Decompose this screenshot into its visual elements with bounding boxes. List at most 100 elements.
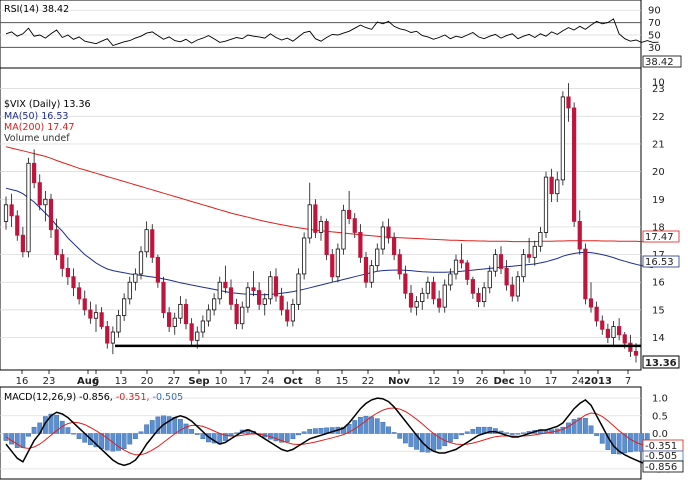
macd-hist-bar — [509, 433, 515, 435]
candle-body-up — [138, 251, 144, 275]
candle — [105, 320, 110, 349]
candle — [380, 221, 385, 255]
candle-body-up — [144, 229, 149, 253]
candle — [212, 293, 217, 316]
candle — [572, 102, 577, 227]
ma50-series — [5, 187, 653, 296]
candle — [538, 226, 543, 252]
candle — [15, 210, 20, 241]
candle — [138, 246, 144, 280]
ma200-badge-box — [642, 230, 680, 243]
candle — [577, 210, 582, 255]
candle — [133, 268, 138, 291]
candle-body-down — [71, 276, 76, 289]
candle — [127, 276, 132, 305]
candle-body-down — [510, 284, 515, 297]
macd-hist-bar — [177, 419, 183, 434]
candle — [476, 287, 481, 308]
candle-body-down — [347, 209, 352, 220]
candle — [397, 249, 402, 280]
macd-hist-bar — [144, 424, 150, 434]
x-tick-label: 27 — [168, 376, 181, 387]
candle — [566, 83, 571, 122]
candle-body-down — [572, 107, 577, 222]
macd-hist-bar — [374, 418, 380, 434]
macd-signal-badge-text: -0.351 — [645, 441, 677, 452]
candle — [116, 309, 121, 338]
candle — [150, 224, 155, 263]
candle-body-down — [527, 254, 532, 258]
x-tick-label: 17 — [239, 376, 252, 387]
x-tick-label: 15 — [336, 376, 349, 387]
candle-body-up — [116, 315, 121, 333]
candle — [9, 193, 14, 227]
macd-hist-bar — [397, 433, 403, 439]
x-tick-label: Dec — [493, 376, 514, 387]
macd-hist-bar — [301, 431, 307, 434]
candle — [549, 168, 554, 203]
candle — [324, 218, 329, 261]
candle — [172, 312, 177, 335]
macd-hist-bar — [571, 419, 577, 434]
candle-body-down — [498, 254, 504, 269]
candle — [245, 282, 250, 313]
candle-body-down — [352, 218, 357, 233]
macd-hist-badge: -0.505 — [642, 450, 684, 462]
candle-body-up — [375, 248, 380, 267]
candle-body-down — [88, 309, 93, 319]
candle — [206, 304, 211, 327]
macd-hist-bar — [622, 433, 628, 454]
candle-body-up — [341, 209, 346, 250]
macd-hist-bar — [599, 433, 605, 444]
price-legend: $VIX (Daily) 13.36 — [4, 99, 91, 110]
candle-body-down — [470, 279, 475, 294]
candle-body-down — [628, 342, 633, 352]
macd-tick-label: 0.0 — [652, 429, 668, 440]
candle-body-up — [296, 273, 301, 305]
candle — [352, 213, 357, 238]
price-panel-frame — [0, 67, 642, 371]
candle-body-up — [425, 281, 430, 294]
x-tick-label: 12 — [428, 376, 441, 387]
macd-hist-bar — [59, 420, 65, 434]
macd-hist-bar — [476, 426, 481, 434]
macd-hist-bar — [566, 422, 571, 434]
candle — [144, 221, 149, 258]
candle — [453, 254, 459, 280]
candle-body-down — [386, 226, 391, 239]
candle-body-down — [279, 295, 284, 311]
candle-body-up — [3, 204, 9, 222]
candle — [71, 268, 76, 297]
macd-hist-bar — [279, 433, 285, 443]
x-tick-label: 24 — [572, 376, 585, 387]
last-price-badge-box — [642, 355, 680, 369]
candle — [375, 243, 380, 272]
candle — [307, 182, 312, 244]
candle-body-up — [262, 298, 267, 305]
candle — [527, 237, 532, 263]
candle-body-up — [240, 306, 245, 325]
candle — [543, 171, 549, 238]
price-tick-label: 21 — [652, 139, 665, 150]
macd-hist-bar — [93, 433, 99, 448]
candle — [437, 290, 442, 313]
candle-body-down — [48, 198, 54, 231]
price-tick-label: 18 — [652, 222, 665, 233]
macd-hist-bar — [312, 428, 318, 434]
candle — [273, 268, 279, 302]
candle-body-down — [32, 162, 37, 184]
x-tick-label: 7 — [625, 376, 631, 387]
macd-hist-bar — [504, 432, 510, 434]
candle-body-down — [20, 234, 25, 253]
candle-body-down — [313, 204, 318, 233]
candle-body-down — [82, 298, 87, 311]
rsi-grid — [0, 9, 641, 48]
candle-body-up — [493, 254, 498, 272]
candle — [341, 204, 346, 255]
x-tick-label: Sep — [188, 376, 209, 387]
candle-body-down — [223, 281, 228, 289]
candle-body-down — [566, 96, 571, 109]
macd-value-badge-box — [642, 460, 684, 473]
